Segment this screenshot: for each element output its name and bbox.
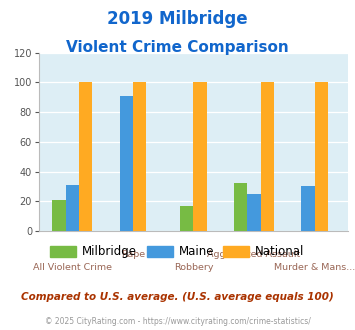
Bar: [301, 186, 315, 231]
Legend: Milbridge, Maine, National: Milbridge, Maine, National: [45, 241, 310, 263]
Bar: [315, 82, 328, 231]
Bar: [120, 96, 133, 231]
Text: Murder & Mans...: Murder & Mans...: [274, 263, 355, 272]
Bar: [79, 82, 92, 231]
Text: 2019 Milbridge: 2019 Milbridge: [107, 10, 248, 28]
Text: Rape: Rape: [121, 250, 145, 259]
Text: Robbery: Robbery: [174, 263, 213, 272]
Bar: [133, 82, 146, 231]
Bar: [180, 206, 193, 231]
Text: Compared to U.S. average. (U.S. average equals 100): Compared to U.S. average. (U.S. average …: [21, 292, 334, 302]
Bar: [247, 194, 261, 231]
Text: Aggravated Assault: Aggravated Assault: [207, 250, 301, 259]
Bar: [53, 200, 66, 231]
Text: Violent Crime Comparison: Violent Crime Comparison: [66, 40, 289, 54]
Text: All Violent Crime: All Violent Crime: [33, 263, 112, 272]
Bar: [66, 185, 79, 231]
Text: © 2025 CityRating.com - https://www.cityrating.com/crime-statistics/: © 2025 CityRating.com - https://www.city…: [45, 317, 310, 326]
Bar: [261, 82, 274, 231]
Bar: [193, 82, 207, 231]
Bar: [234, 183, 247, 231]
